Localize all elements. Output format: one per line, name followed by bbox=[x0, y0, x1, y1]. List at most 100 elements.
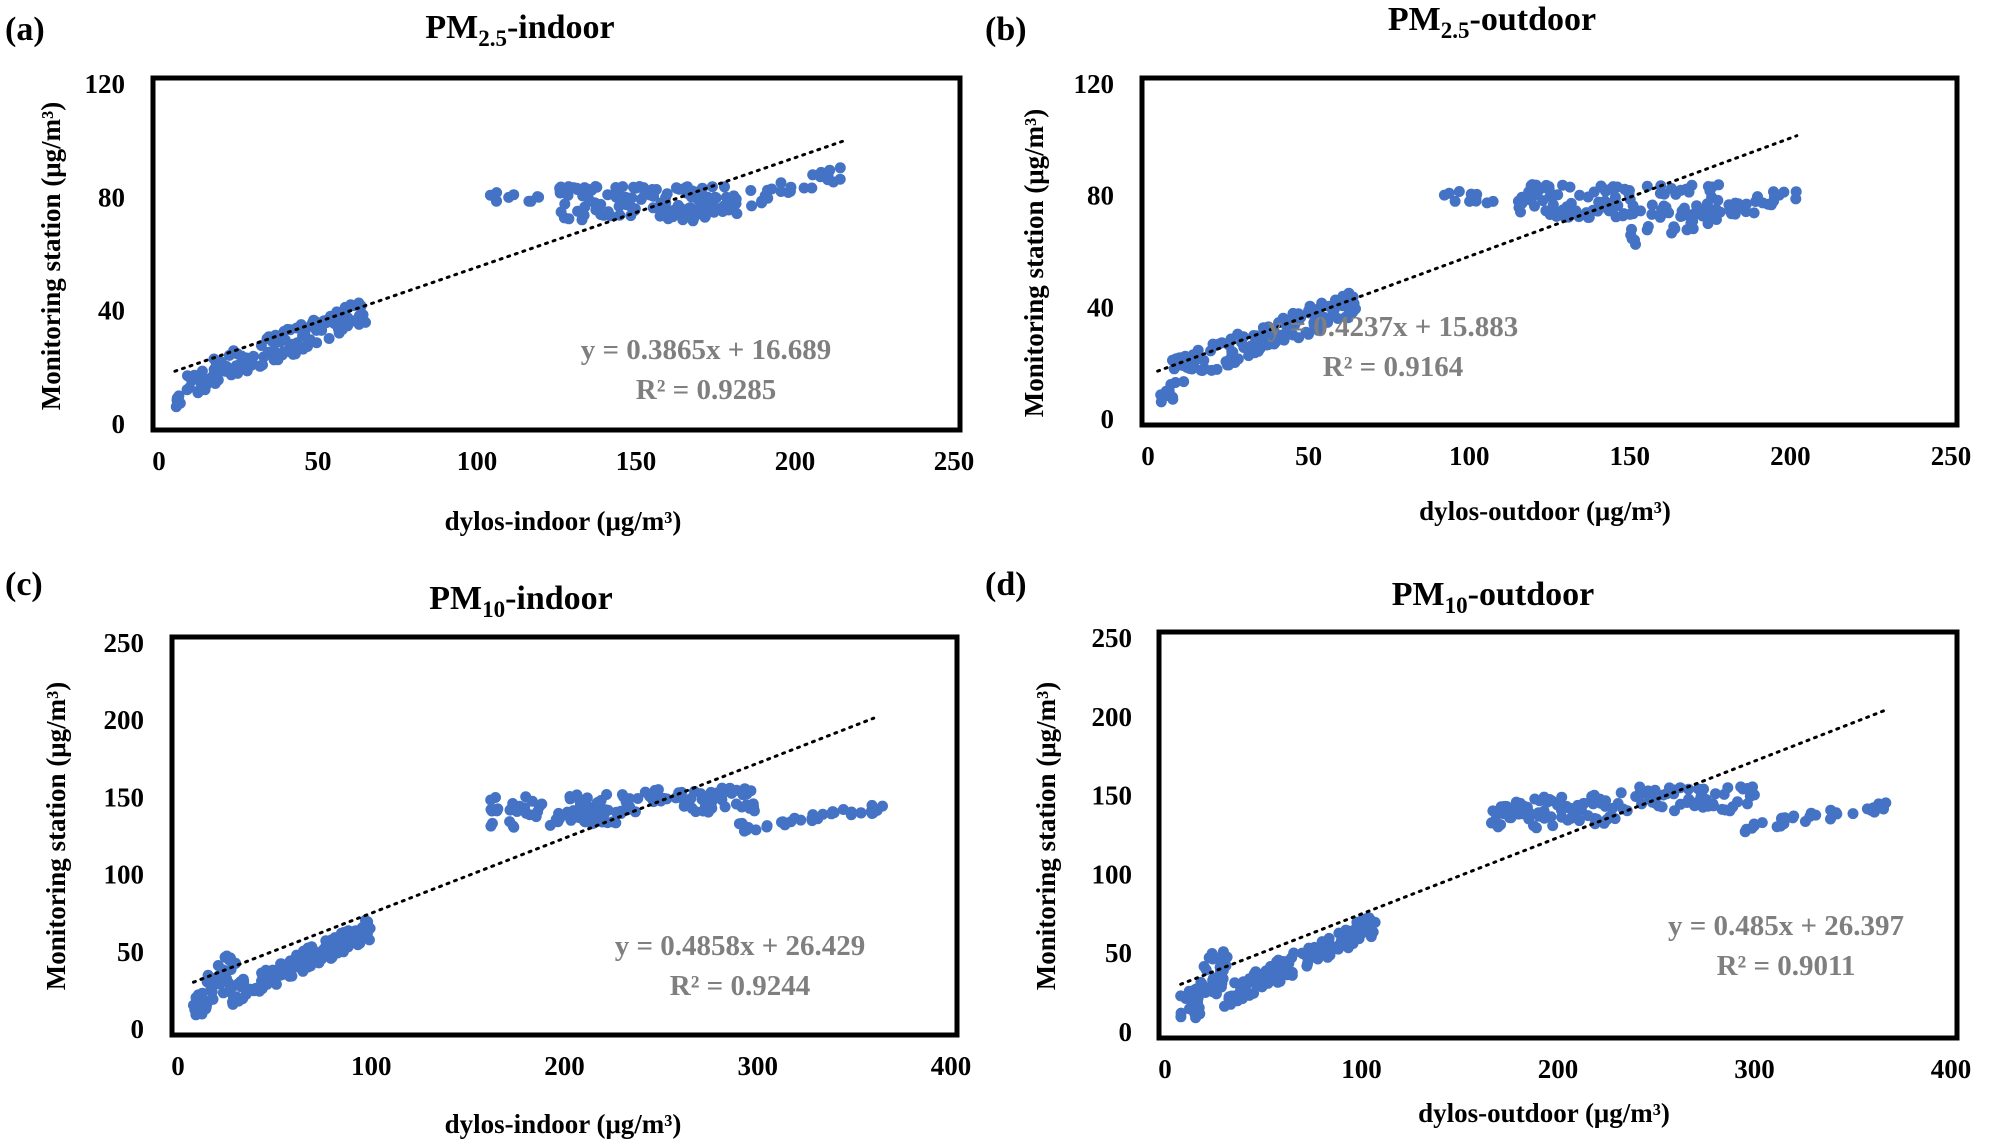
data-point bbox=[621, 199, 633, 211]
data-point bbox=[1195, 364, 1207, 376]
data-point bbox=[1187, 1004, 1199, 1016]
data-point bbox=[248, 985, 260, 997]
scatter-series bbox=[1155, 179, 1802, 408]
r-squared-label: R² = 0.9244 bbox=[670, 970, 810, 1002]
data-point bbox=[1562, 205, 1574, 217]
data-point bbox=[1499, 800, 1510, 812]
data-point bbox=[1347, 938, 1359, 949]
data-point bbox=[855, 807, 867, 819]
y-tick-label: 150 bbox=[1092, 781, 1133, 811]
data-point bbox=[1702, 218, 1714, 230]
x-tick-label: 100 bbox=[457, 446, 498, 476]
data-point bbox=[1175, 1007, 1187, 1019]
data-point bbox=[1538, 791, 1550, 803]
data-point bbox=[1564, 181, 1576, 193]
data-point bbox=[1289, 319, 1300, 331]
regression-equation: y = 0.4237x + 15.883 bbox=[1268, 311, 1519, 343]
data-point bbox=[206, 986, 218, 998]
data-point bbox=[1243, 350, 1255, 362]
data-point bbox=[1288, 947, 1300, 959]
data-point bbox=[706, 802, 718, 814]
panel-a: (a) PM2.5-indoor 0 40 80 120 0 50 100 150 200 250 dy… bbox=[5, 9, 974, 536]
data-point bbox=[1556, 804, 1567, 816]
data-point bbox=[536, 798, 548, 810]
data-point bbox=[1641, 180, 1653, 192]
data-point bbox=[1229, 977, 1241, 989]
data-point bbox=[1206, 948, 1218, 959]
data-point bbox=[1547, 820, 1559, 832]
panel-d: (d) PM10-outdoor 0 50 100 150 200 250 0 100 200 300… bbox=[985, 566, 1971, 1128]
panel-b: (b) PM2.5-outdoor 0 40 80 120 0 50 100 150 200 250 d… bbox=[985, 1, 1971, 526]
data-point bbox=[608, 189, 620, 201]
x-axis-title: dylos-indoor (μg/m³) bbox=[445, 1109, 682, 1139]
plot-area bbox=[1139, 75, 1960, 428]
r-squared-label: R² = 0.9011 bbox=[1717, 950, 1856, 982]
data-point bbox=[1522, 809, 1533, 821]
data-point bbox=[807, 169, 819, 181]
data-point bbox=[578, 815, 590, 827]
data-point bbox=[1847, 808, 1859, 820]
regression-equation: y = 0.3865x + 16.689 bbox=[581, 334, 832, 366]
data-point bbox=[217, 987, 229, 999]
data-point bbox=[1624, 208, 1636, 220]
data-point bbox=[268, 345, 280, 357]
data-point bbox=[730, 798, 742, 810]
data-point bbox=[274, 336, 286, 348]
data-point bbox=[679, 208, 691, 220]
data-point bbox=[1697, 209, 1709, 221]
regression-equation: y = 0.4858x + 26.429 bbox=[615, 930, 866, 962]
data-point bbox=[1221, 359, 1233, 371]
data-point bbox=[1609, 191, 1621, 203]
data-point bbox=[233, 995, 245, 1007]
data-point bbox=[834, 173, 846, 185]
data-point bbox=[618, 791, 630, 803]
data-point bbox=[1215, 981, 1227, 993]
data-point bbox=[1167, 354, 1178, 366]
data-point bbox=[212, 357, 224, 369]
data-point bbox=[1686, 179, 1698, 191]
data-point bbox=[1735, 781, 1747, 793]
y-tick-label: 120 bbox=[85, 69, 126, 99]
data-point bbox=[1740, 206, 1752, 218]
data-point bbox=[1564, 802, 1576, 814]
data-point bbox=[1196, 978, 1208, 990]
data-point bbox=[330, 942, 342, 954]
data-point bbox=[1748, 818, 1760, 830]
data-point bbox=[828, 807, 840, 819]
data-point bbox=[1304, 300, 1316, 312]
data-point bbox=[726, 787, 738, 799]
y-axis-title: Monitoring station (μg/m³) bbox=[36, 102, 66, 410]
y-tick-label: 200 bbox=[1092, 702, 1133, 732]
y-tick-label: 100 bbox=[1092, 859, 1133, 889]
data-point bbox=[1206, 981, 1218, 993]
data-point bbox=[1790, 186, 1802, 198]
data-point bbox=[564, 791, 576, 802]
trendline bbox=[1156, 134, 1799, 373]
data-point bbox=[1710, 788, 1721, 800]
data-point bbox=[272, 354, 284, 366]
data-point bbox=[784, 185, 796, 197]
data-point bbox=[1556, 791, 1568, 803]
data-point bbox=[719, 801, 731, 813]
data-point bbox=[1342, 310, 1354, 322]
y-tick-label: 250 bbox=[104, 628, 145, 658]
data-point bbox=[634, 181, 645, 192]
data-point bbox=[1198, 354, 1210, 366]
trendline bbox=[173, 139, 845, 373]
y-tick-label: 80 bbox=[98, 182, 125, 212]
data-point bbox=[223, 977, 235, 989]
data-point bbox=[649, 784, 661, 796]
data-point bbox=[678, 800, 690, 812]
data-point bbox=[484, 189, 496, 201]
data-point bbox=[1206, 364, 1218, 376]
data-point bbox=[1525, 180, 1537, 192]
data-point bbox=[571, 184, 583, 195]
data-point bbox=[304, 334, 316, 346]
data-point bbox=[696, 793, 708, 805]
data-point bbox=[1619, 183, 1631, 195]
data-point bbox=[1646, 208, 1658, 220]
x-tick-label: 0 bbox=[1158, 1054, 1172, 1084]
chart-title: PM10-outdoor bbox=[1392, 576, 1594, 618]
x-axis-title: dylos-outdoor (μg/m³) bbox=[1419, 496, 1671, 526]
data-point bbox=[361, 927, 373, 939]
